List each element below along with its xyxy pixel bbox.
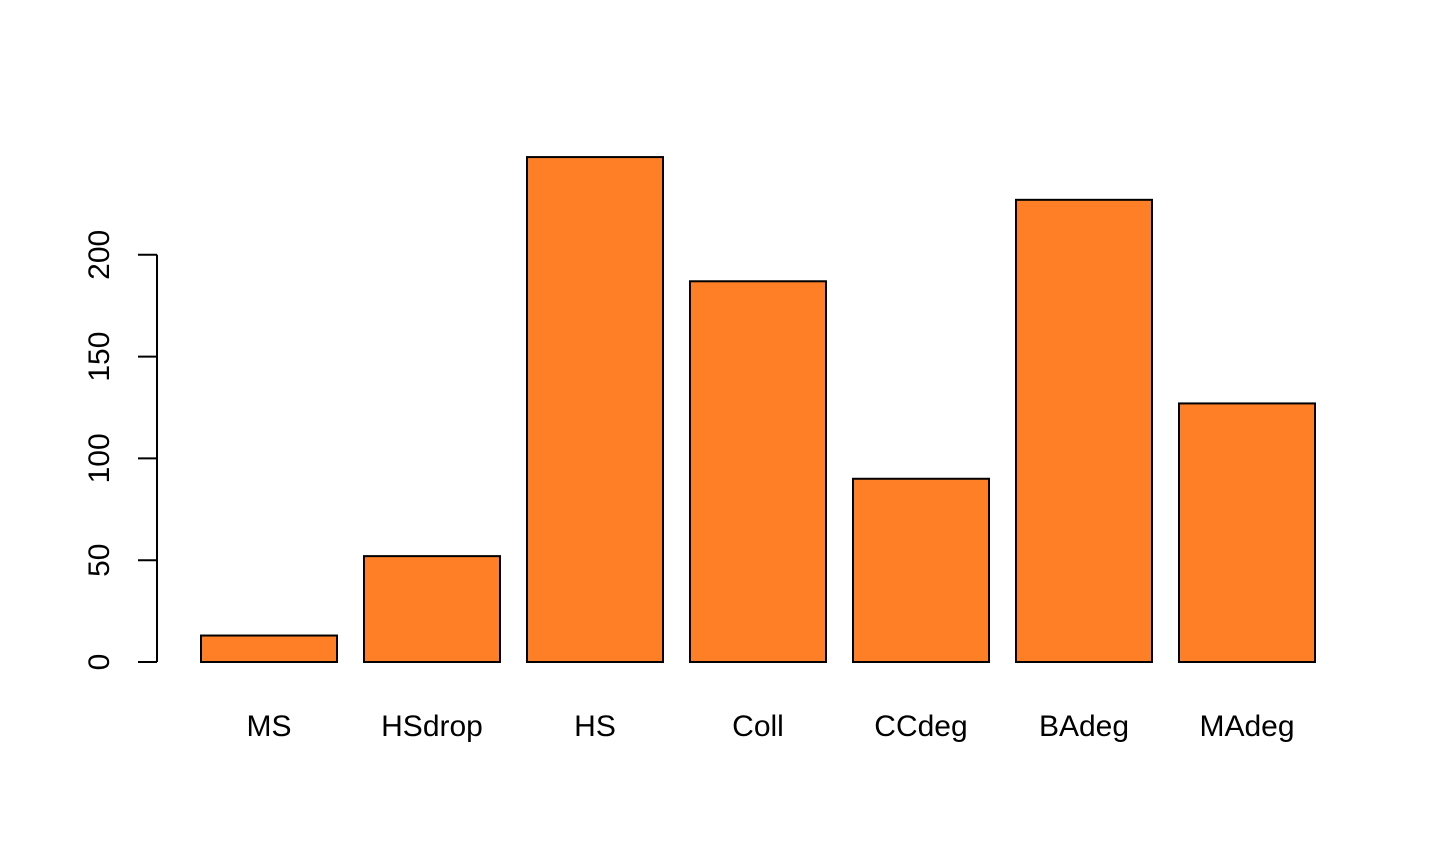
bar-hs [526,156,664,664]
y-tick-label: 50 [83,544,116,577]
x-tick-labels: MS HSdrop HS Coll CCdeg BAdeg MAdeg [247,710,1295,743]
bar-badeg [1015,198,1153,663]
x-tick-label: Coll [732,710,784,743]
x-tick-label: BAdeg [1039,710,1129,743]
bar-madeg [1178,402,1316,663]
bars-layer [200,156,1316,664]
y-tick-label: 200 [83,230,116,280]
x-tick-label: MS [247,710,292,743]
y-tick-label: 0 [83,654,116,671]
x-tick-label: HSdrop [381,710,483,743]
x-tick-label: MAdeg [1199,710,1294,743]
bar-hsdrop [363,555,501,663]
bar-ms [200,634,338,663]
y-tick-label: 150 [83,332,116,382]
y-axis: 0 50 100 150 200 [83,230,158,671]
y-tick-label: 100 [83,433,116,483]
x-tick-label: CCdeg [874,710,967,743]
bar-coll [689,280,827,663]
bar-ccdeg [852,477,990,664]
x-tick-label: HS [574,710,616,743]
